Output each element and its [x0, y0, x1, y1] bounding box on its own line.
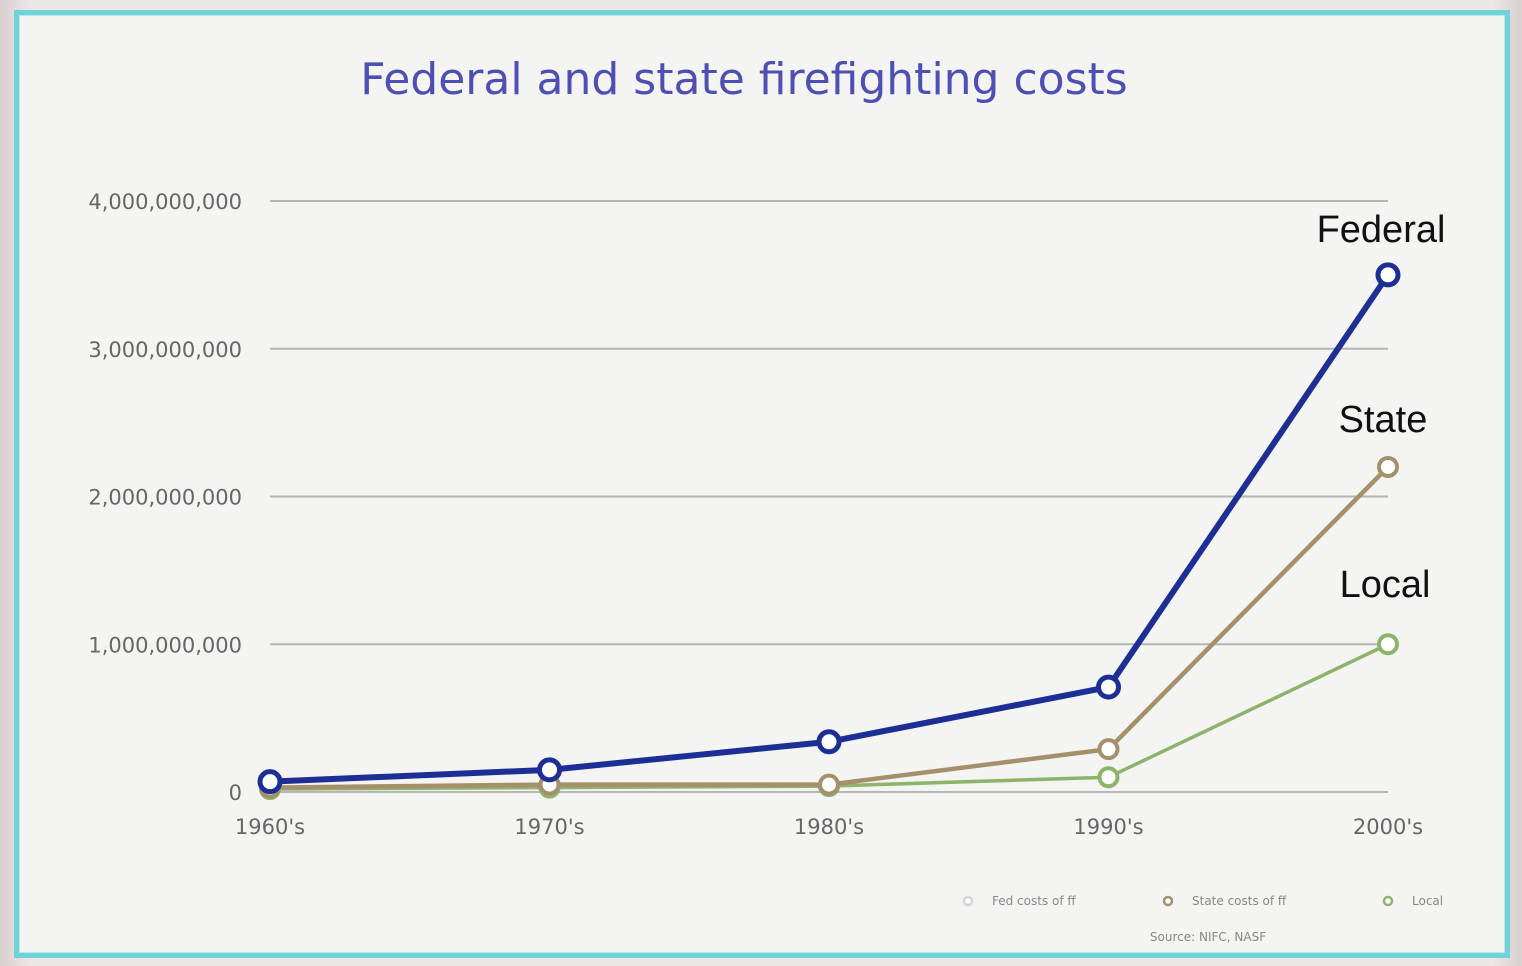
- series-label-local: Local: [1340, 564, 1431, 606]
- data-point: [818, 773, 840, 796]
- x-axis-ticks: 1960's 1970's 1980's 1990's 2000's: [235, 815, 1423, 839]
- series-labels: Federal State Local: [1317, 209, 1446, 606]
- legend: Fed costs of ff State costs of ff Local: [962, 894, 1443, 908]
- legend-marker: [1162, 895, 1174, 907]
- data-point: [1377, 633, 1399, 656]
- y-tick-label: 0: [229, 781, 242, 805]
- data-point: [1377, 455, 1399, 478]
- x-tick-label: 1970's: [514, 815, 584, 839]
- y-axis-ticks: 0 1,000,000,000 2,000,000,000 3,000,000,000…: [88, 190, 242, 805]
- legend-label: Fed costs of ff: [992, 894, 1076, 908]
- x-tick-label: 1980's: [794, 815, 864, 839]
- legend-label: Local: [1412, 894, 1443, 908]
- series-label-state: State: [1339, 399, 1428, 441]
- x-tick-label: 2000's: [1353, 815, 1423, 839]
- series-federal: [257, 262, 1401, 795]
- data-point: [1097, 766, 1120, 789]
- series-group: [257, 262, 1401, 801]
- x-tick-label: 1990's: [1073, 815, 1143, 839]
- data-point: [1375, 262, 1401, 288]
- series-label-federal: Federal: [1317, 209, 1446, 251]
- legend-marker: [1382, 895, 1394, 907]
- x-tick-label: 1960's: [235, 815, 305, 839]
- legend-label: State costs of ff: [1192, 894, 1287, 908]
- gridlines: [270, 200, 1388, 793]
- data-point: [816, 729, 842, 755]
- legend-entry: State costs of ff: [1162, 894, 1287, 908]
- data-point: [257, 769, 283, 795]
- data-point: [1096, 674, 1121, 700]
- data-point: [1097, 738, 1120, 761]
- chart-title: Federal and state firefighting costs: [360, 54, 1127, 105]
- legend-entry: Local: [1382, 894, 1443, 908]
- source-note: Source: NIFC, NASF: [1150, 930, 1266, 944]
- y-tick-label: 1,000,000,000: [88, 633, 242, 657]
- y-tick-label: 2,000,000,000: [88, 486, 242, 510]
- series-line: [267, 271, 1391, 785]
- data-point: [537, 757, 562, 783]
- chart-frame: [14, 10, 1510, 958]
- y-tick-label: 4,000,000,000: [88, 190, 242, 214]
- y-tick-label: 3,000,000,000: [88, 338, 242, 362]
- legend-entry: Fed costs of ff: [962, 894, 1076, 908]
- legend-marker: [962, 895, 974, 907]
- series-line: [268, 642, 1390, 791]
